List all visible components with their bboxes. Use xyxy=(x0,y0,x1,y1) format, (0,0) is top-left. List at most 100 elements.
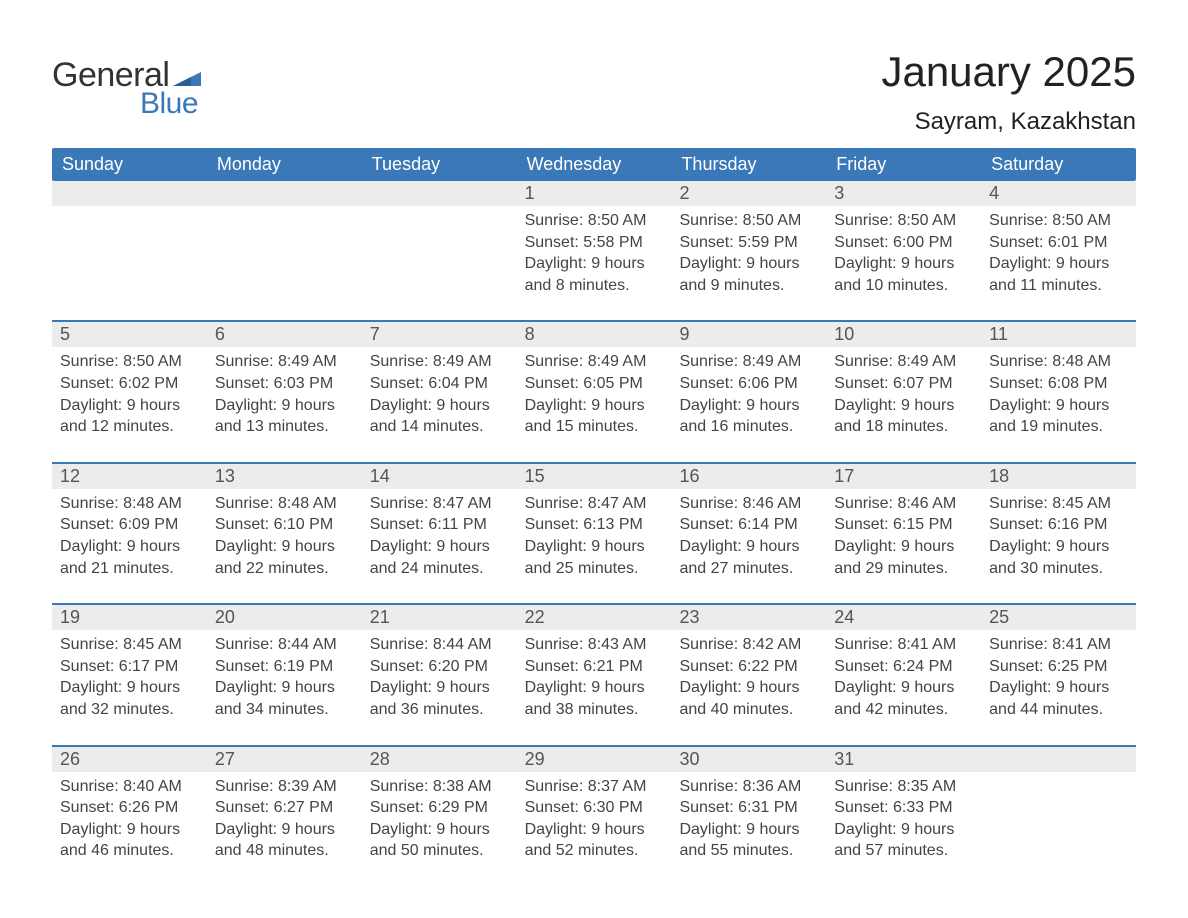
day-number: 1 xyxy=(517,181,672,206)
daylight-text: Daylight: 9 hours and 48 minutes. xyxy=(215,819,354,862)
sunset-text: Sunset: 6:17 PM xyxy=(60,656,199,678)
sunrise-text: Sunrise: 8:50 AM xyxy=(834,210,973,232)
day-number: 24 xyxy=(826,605,981,630)
day-number: 26 xyxy=(52,747,207,772)
day-number: 12 xyxy=(52,464,207,489)
sunset-text: Sunset: 6:22 PM xyxy=(679,656,818,678)
day-body: Sunrise: 8:45 AMSunset: 6:17 PMDaylight:… xyxy=(52,630,207,726)
sunrise-text: Sunrise: 8:49 AM xyxy=(679,351,818,373)
daylight-text: Daylight: 9 hours and 24 minutes. xyxy=(370,536,509,579)
sunrise-text: Sunrise: 8:49 AM xyxy=(525,351,664,373)
sunrise-text: Sunrise: 8:48 AM xyxy=(60,493,199,515)
sunrise-text: Sunrise: 8:36 AM xyxy=(679,776,818,798)
day-body: Sunrise: 8:49 AMSunset: 6:04 PMDaylight:… xyxy=(362,347,517,443)
sunrise-text: Sunrise: 8:44 AM xyxy=(370,634,509,656)
daylight-text: Daylight: 9 hours and 34 minutes. xyxy=(215,677,354,720)
day-body: Sunrise: 8:40 AMSunset: 6:26 PMDaylight:… xyxy=(52,772,207,868)
daylight-text: Daylight: 9 hours and 57 minutes. xyxy=(834,819,973,862)
sunset-text: Sunset: 6:07 PM xyxy=(834,373,973,395)
day-number: 30 xyxy=(671,747,826,772)
day-body: Sunrise: 8:49 AMSunset: 6:06 PMDaylight:… xyxy=(671,347,826,443)
day-number: 31 xyxy=(826,747,981,772)
daylight-text: Daylight: 9 hours and 16 minutes. xyxy=(679,395,818,438)
sunset-text: Sunset: 6:10 PM xyxy=(215,514,354,536)
day-number: 23 xyxy=(671,605,826,630)
day-number: 7 xyxy=(362,322,517,347)
daylight-text: Daylight: 9 hours and 32 minutes. xyxy=(60,677,199,720)
week-row: 12131415161718Sunrise: 8:48 AMSunset: 6:… xyxy=(52,462,1136,585)
day-body: Sunrise: 8:39 AMSunset: 6:27 PMDaylight:… xyxy=(207,772,362,868)
day-number: 6 xyxy=(207,322,362,347)
sunrise-text: Sunrise: 8:46 AM xyxy=(679,493,818,515)
daylight-text: Daylight: 9 hours and 11 minutes. xyxy=(989,253,1128,296)
sunset-text: Sunset: 5:58 PM xyxy=(525,232,664,254)
daynum-strip: 262728293031 xyxy=(52,747,1136,772)
sunrise-text: Sunrise: 8:41 AM xyxy=(834,634,973,656)
sunset-text: Sunset: 5:59 PM xyxy=(679,232,818,254)
day-number xyxy=(362,181,517,206)
sunset-text: Sunset: 6:31 PM xyxy=(679,797,818,819)
sunrise-text: Sunrise: 8:50 AM xyxy=(60,351,199,373)
day-body xyxy=(207,206,362,302)
sunrise-text: Sunrise: 8:47 AM xyxy=(525,493,664,515)
weekday-header: Wednesday xyxy=(517,148,672,181)
sunset-text: Sunset: 6:03 PM xyxy=(215,373,354,395)
daynum-strip: 19202122232425 xyxy=(52,605,1136,630)
day-body: Sunrise: 8:49 AMSunset: 6:03 PMDaylight:… xyxy=(207,347,362,443)
daybody-strip: Sunrise: 8:48 AMSunset: 6:09 PMDaylight:… xyxy=(52,489,1136,585)
calendar: Sunday Monday Tuesday Wednesday Thursday… xyxy=(52,148,1136,868)
title-block: January 2025 Sayram, Kazakhstan xyxy=(881,48,1136,136)
day-number: 9 xyxy=(671,322,826,347)
day-body: Sunrise: 8:47 AMSunset: 6:13 PMDaylight:… xyxy=(517,489,672,585)
day-body: Sunrise: 8:41 AMSunset: 6:25 PMDaylight:… xyxy=(981,630,1136,726)
month-title: January 2025 xyxy=(881,48,1136,96)
sunset-text: Sunset: 6:08 PM xyxy=(989,373,1128,395)
day-number xyxy=(52,181,207,206)
week-row: 262728293031 Sunrise: 8:40 AMSunset: 6:2… xyxy=(52,745,1136,868)
sunset-text: Sunset: 6:30 PM xyxy=(525,797,664,819)
sunset-text: Sunset: 6:14 PM xyxy=(679,514,818,536)
sunrise-text: Sunrise: 8:35 AM xyxy=(834,776,973,798)
day-number: 2 xyxy=(671,181,826,206)
daylight-text: Daylight: 9 hours and 8 minutes. xyxy=(525,253,664,296)
weekday-header-row: Sunday Monday Tuesday Wednesday Thursday… xyxy=(52,148,1136,181)
sunrise-text: Sunrise: 8:49 AM xyxy=(834,351,973,373)
sunset-text: Sunset: 6:29 PM xyxy=(370,797,509,819)
day-body: Sunrise: 8:46 AMSunset: 6:15 PMDaylight:… xyxy=(826,489,981,585)
sunrise-text: Sunrise: 8:40 AM xyxy=(60,776,199,798)
daylight-text: Daylight: 9 hours and 21 minutes. xyxy=(60,536,199,579)
day-body: Sunrise: 8:50 AMSunset: 6:01 PMDaylight:… xyxy=(981,206,1136,302)
sunset-text: Sunset: 6:21 PM xyxy=(525,656,664,678)
sunset-text: Sunset: 6:20 PM xyxy=(370,656,509,678)
sunrise-text: Sunrise: 8:50 AM xyxy=(679,210,818,232)
daybody-strip: Sunrise: 8:50 AMSunset: 5:58 PMDaylight:… xyxy=(52,206,1136,302)
day-body: Sunrise: 8:42 AMSunset: 6:22 PMDaylight:… xyxy=(671,630,826,726)
day-number: 17 xyxy=(826,464,981,489)
sunset-text: Sunset: 6:11 PM xyxy=(370,514,509,536)
sunset-text: Sunset: 6:16 PM xyxy=(989,514,1128,536)
daylight-text: Daylight: 9 hours and 22 minutes. xyxy=(215,536,354,579)
sunrise-text: Sunrise: 8:50 AM xyxy=(989,210,1128,232)
sunset-text: Sunset: 6:19 PM xyxy=(215,656,354,678)
sunrise-text: Sunrise: 8:44 AM xyxy=(215,634,354,656)
day-number: 22 xyxy=(517,605,672,630)
logo-text-blue: Blue xyxy=(140,87,201,121)
sunset-text: Sunset: 6:00 PM xyxy=(834,232,973,254)
daybody-strip: Sunrise: 8:40 AMSunset: 6:26 PMDaylight:… xyxy=(52,772,1136,868)
sunrise-text: Sunrise: 8:45 AM xyxy=(989,493,1128,515)
sunrise-text: Sunrise: 8:47 AM xyxy=(370,493,509,515)
weekday-header: Monday xyxy=(207,148,362,181)
daylight-text: Daylight: 9 hours and 10 minutes. xyxy=(834,253,973,296)
day-body: Sunrise: 8:44 AMSunset: 6:20 PMDaylight:… xyxy=(362,630,517,726)
day-number: 11 xyxy=(981,322,1136,347)
day-number: 20 xyxy=(207,605,362,630)
day-body xyxy=(52,206,207,302)
daylight-text: Daylight: 9 hours and 38 minutes. xyxy=(525,677,664,720)
sunset-text: Sunset: 6:27 PM xyxy=(215,797,354,819)
day-body: Sunrise: 8:50 AMSunset: 5:58 PMDaylight:… xyxy=(517,206,672,302)
day-number: 29 xyxy=(517,747,672,772)
weekday-header: Thursday xyxy=(671,148,826,181)
daylight-text: Daylight: 9 hours and 9 minutes. xyxy=(679,253,818,296)
day-number xyxy=(981,747,1136,772)
logo-flag-icon xyxy=(173,66,201,86)
